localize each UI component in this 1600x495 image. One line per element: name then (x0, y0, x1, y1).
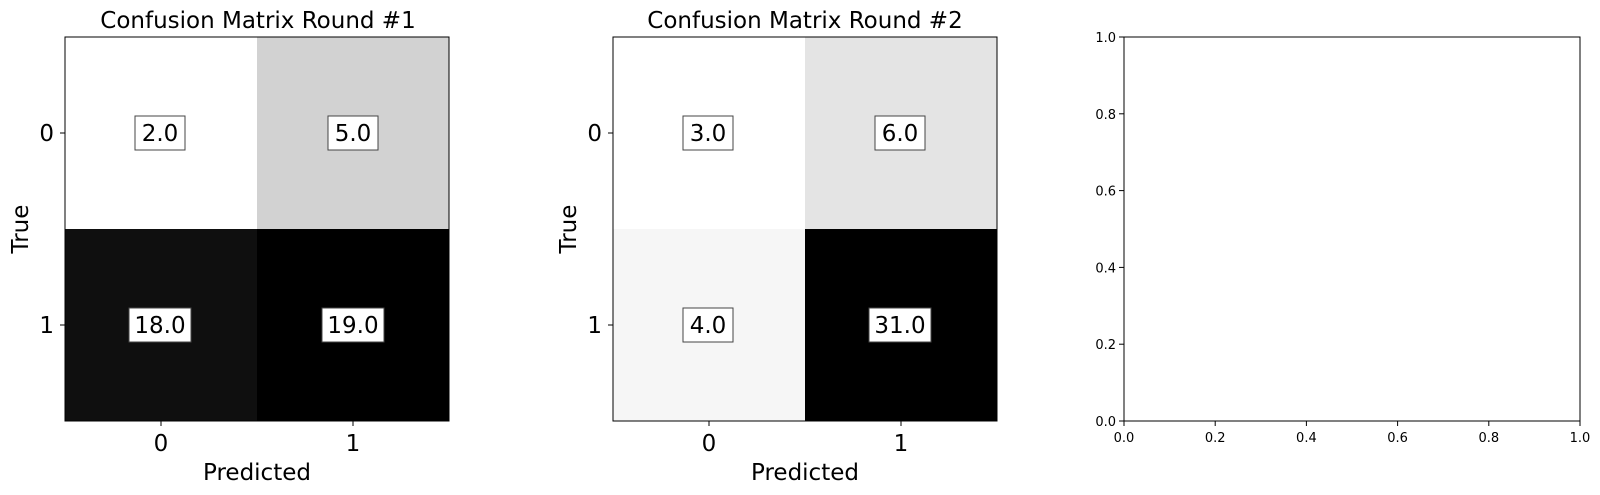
x-tick-label-0: 0 (702, 431, 717, 457)
confusion-matrix-2: Confusion Matrix Round #2 3.0 6.0 4.0 31… (556, 8, 998, 486)
y-tick-label-1: 1 (587, 313, 602, 339)
plot-frame (64, 36, 450, 422)
value-label-1-1: 19.0 (327, 313, 378, 339)
value-label-1-0: 18.0 (134, 313, 185, 339)
value-label-0-1: 6.0 (882, 121, 919, 147)
y-tick-label: 0.4 (1095, 261, 1116, 276)
x-tick-label: 0.0 (1114, 431, 1135, 446)
value-label-0-1: 5.0 (335, 121, 372, 147)
x-tick-label: 1.0 (1570, 431, 1591, 446)
value-label-1-0: 4.0 (690, 313, 727, 339)
y-tick-label: 0.8 (1095, 108, 1116, 123)
y-tick-label-0: 0 (587, 121, 602, 147)
x-tick-label-0: 0 (154, 431, 169, 457)
x-axis-label: Predicted (751, 460, 859, 486)
chart-title: Confusion Matrix Round #1 (100, 8, 415, 34)
y-tick-label-0: 0 (39, 121, 54, 147)
value-label-box-1-0 (128, 307, 192, 343)
value-label-box-0-0 (134, 115, 186, 151)
y-axis-label: True (8, 205, 34, 255)
x-tick-label-1: 1 (346, 431, 361, 457)
x-tick-label: 0.2 (1205, 431, 1226, 446)
empty-axes: 0.0 0.2 0.4 0.6 0.8 1.0 0.0 0.2 0.4 0.6 0.8 1.0 (1095, 31, 1590, 446)
value-label-0-0: 3.0 (690, 121, 727, 147)
y-tick-label: 0.6 (1095, 185, 1116, 200)
confusion-matrix-1: Confusion Matrix Round #1 2.0 5.0 18.0 1… (8, 8, 450, 486)
y-tick-label: 0.0 (1095, 415, 1116, 430)
y-tick-label: 1.0 (1095, 31, 1116, 46)
x-axis-label: Predicted (203, 460, 311, 486)
value-label-box-0-1 (327, 115, 379, 151)
value-label-box-1-1 (321, 307, 385, 343)
x-tick-label: 0.4 (1296, 431, 1317, 446)
value-label-0-0: 2.0 (142, 121, 179, 147)
y-axis-label: True (556, 205, 582, 255)
value-label-box-0-1 (874, 115, 926, 151)
x-tick-label-1: 1 (894, 431, 909, 457)
plot-frame (612, 36, 998, 422)
value-label-1-1: 31.0 (874, 313, 925, 339)
x-tick-label: 0.8 (1478, 431, 1499, 446)
y-tick-label-1: 1 (39, 313, 54, 339)
value-label-box-0-0 (682, 115, 734, 151)
x-tick-label: 0.6 (1387, 431, 1408, 446)
value-label-box-1-1 (868, 307, 932, 343)
plot-frame (1123, 36, 1581, 422)
value-label-box-1-0 (682, 307, 734, 343)
chart-title: Confusion Matrix Round #2 (647, 8, 962, 34)
y-tick-label: 0.2 (1095, 338, 1116, 353)
